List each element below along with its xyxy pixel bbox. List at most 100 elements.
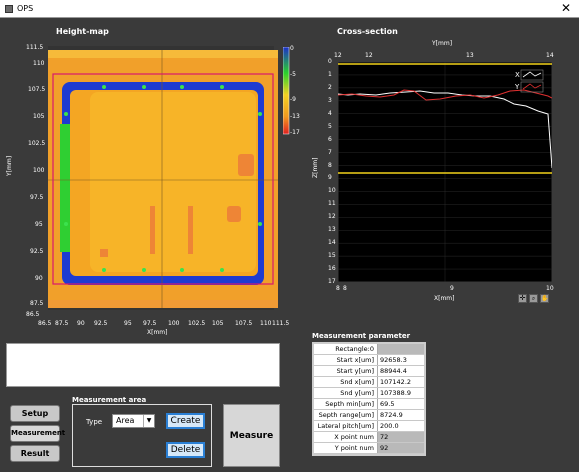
type-select[interactable]: Area ▼ [112, 414, 155, 428]
cs-series-y [338, 89, 552, 101]
parameter-value[interactable]: 8724.9 [380, 411, 403, 419]
result-button[interactable]: Result [10, 445, 60, 462]
cs-bottom-tick: 8 [343, 285, 347, 292]
zoom-icon[interactable]: ⌕ [529, 294, 538, 303]
parameter-row: Septh range[um] 8724.9 [314, 410, 424, 421]
hm-xlabel: X[mm] [147, 329, 168, 336]
hm-ytick: 105 [33, 113, 45, 120]
measurement-parameter-title: Measurement parameter [312, 332, 411, 340]
parameter-row: Snd y[um] 107388.9 [314, 388, 424, 399]
setup-button[interactable]: Setup [10, 405, 60, 422]
hm-xtick: 111.5 [272, 320, 290, 327]
colorbar-tick: -17 [290, 129, 300, 136]
cs-bottom-tick: 8 [336, 285, 340, 292]
cs-ytick: 10 [328, 187, 336, 195]
cs-top-tick: 14 [546, 52, 554, 59]
hm-xtick: 90 [77, 320, 85, 327]
parameter-row: X point num 72 [314, 432, 424, 443]
parameter-value [378, 344, 424, 354]
parameter-value[interactable]: 69.5 [380, 400, 395, 408]
cs-legend-y: Y [515, 83, 520, 91]
parameter-value: 92 [378, 443, 424, 453]
cs-xlabel: X[mm] [434, 295, 455, 302]
parameter-row: Y point num 92 [314, 443, 424, 454]
hm-ylabel: Y[mm] [6, 155, 13, 176]
hm-xtick: 86.5 [38, 320, 52, 327]
heightmap-panel [38, 44, 280, 312]
parameter-value[interactable]: 88944.4 [380, 367, 407, 375]
hm-ytick: 86.5 [26, 311, 40, 318]
measurement-area-group: Type Area ▼ Create Delete [72, 404, 212, 467]
colorbar-tick: 0 [290, 45, 294, 52]
measurement-area-title: Measurement area [72, 396, 147, 404]
parameter-row: Septh min[um] 69.5 [314, 399, 424, 410]
hm-ytick: 97.5 [30, 194, 44, 201]
hm-xtick: 95 [124, 320, 132, 327]
hm-ytick: 87.5 [30, 300, 44, 307]
hm-xtick: 87.5 [55, 320, 69, 327]
parameter-value[interactable]: 107388.9 [380, 389, 412, 397]
hm-ytick: 95 [35, 221, 43, 228]
parameter-value[interactable]: 107142.2 [380, 378, 412, 386]
cs-ytick: 0 [328, 58, 332, 65]
parameter-label: X point num [314, 432, 378, 442]
heightmap-marker-dots [64, 85, 262, 272]
message-box [6, 343, 280, 387]
hm-xtick: 92.5 [94, 320, 108, 327]
parameter-value[interactable]: 200.0 [380, 422, 399, 430]
parameter-label: Septh range[um] [314, 410, 378, 420]
delete-button[interactable]: Delete [166, 442, 205, 458]
hm-ytick: 111.5 [26, 44, 44, 51]
close-icon[interactable]: ✕ [560, 1, 572, 15]
cs-ytick: 2 [328, 83, 332, 91]
parameter-label: Snd x[um] [314, 377, 378, 387]
heightmap-title: Height-map [56, 27, 109, 36]
cross-section-chart[interactable] [338, 62, 552, 282]
hm-xtick: 107.5 [235, 320, 253, 327]
cs-top-axis-label: Y[mm] [432, 40, 453, 47]
selection-rectangle[interactable] [52, 73, 274, 285]
create-button[interactable]: Create [166, 413, 205, 429]
heightmap-rim-bottom [48, 300, 278, 308]
parameter-row: Start y[um] 88944.4 [314, 366, 424, 377]
cs-ytick: 11 [328, 200, 336, 208]
parameter-value: 72 [378, 432, 424, 442]
cs-ytick: 14 [328, 239, 336, 247]
chevron-down-icon[interactable]: ▼ [143, 415, 154, 427]
parameter-row: Lateral pitch[um] 200.0 [314, 421, 424, 432]
window-title: OPS [17, 4, 34, 13]
cs-ytick: 16 [328, 265, 336, 273]
hm-xtick: 105 [212, 320, 224, 327]
cs-ytick: 9 [328, 174, 332, 182]
hm-ytick: 107.5 [28, 86, 46, 93]
hm-xtick: 102.5 [188, 320, 206, 327]
cs-ytick: 13 [328, 226, 336, 234]
cs-top-tick: 12 [365, 52, 373, 59]
measurement-parameter-table: Rectangle:0 Start x[um] 92658.3 Start y[um]… [312, 342, 426, 456]
hm-ytick: 102.5 [28, 140, 46, 147]
parameter-row: Start x[um] 92658.3 [314, 355, 424, 366]
cs-ytick: 12 [328, 213, 336, 221]
parameter-label: Lateral pitch[um] [314, 421, 378, 431]
cs-ytick: 5 [328, 122, 332, 130]
measurement-button[interactable]: Measurement [10, 425, 65, 442]
hm-ytick: 90 [35, 275, 43, 282]
heightmap-colorbar [283, 47, 290, 135]
heightmap-chart[interactable] [38, 44, 280, 312]
move-icon[interactable]: ✛ [518, 294, 527, 303]
measure-button[interactable]: Measure [223, 404, 280, 467]
parameter-row: Snd x[um] 107142.2 [314, 377, 424, 388]
cs-ytick: 4 [328, 109, 332, 117]
hm-xtick: 100 [168, 320, 180, 327]
parameter-label: Start y[um] [314, 366, 378, 376]
hm-ytick: 92.5 [30, 248, 44, 255]
hm-xtick: 110 [260, 320, 272, 327]
cs-ytick: 15 [328, 252, 336, 260]
cs-ylabel: Z[mm] [312, 157, 319, 178]
parameter-label: Start x[um] [314, 355, 378, 365]
colorbar-tick: -13 [290, 113, 300, 120]
parameter-value[interactable]: 92658.3 [380, 356, 407, 364]
cross-section-title: Cross-section [337, 27, 398, 36]
cs-series-x [338, 90, 552, 169]
hand-icon[interactable]: ✋ [540, 294, 549, 303]
